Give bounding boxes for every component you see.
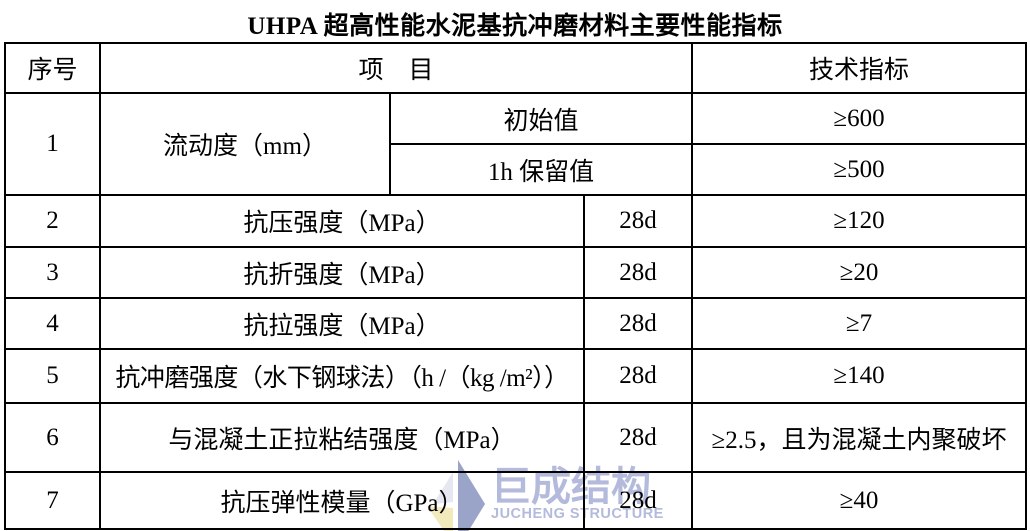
value-cell: ≥120 [691,194,1028,248]
index-cell: 5 [4,348,101,404]
value-cell: ≥140 [691,348,1028,404]
table-row-1-initial: 1 流动度（mm） 初始值 ≥600 [4,92,1028,196]
value-cell: ≥40 [691,471,1028,530]
table-row-5: 5 抗冲磨强度（水下钢球法）（h /（kg /m²）） 28d ≥140 [4,348,1028,404]
item-cell: 抗压弹性模量（GPa） [99,471,585,530]
item-cell: 抗折强度（MPa） [99,246,585,299]
header-index-cell: 序号 [4,42,101,94]
index-cell: 7 [4,471,101,530]
age-cell: 28d [582,402,694,473]
subitem-cell: 1h 保留值 [388,143,694,196]
value-cell: ≥2.5，且为混凝土内聚破坏 [691,402,1028,473]
subitem-cell: 初始值 [388,92,694,145]
index-cell: 1 [4,92,101,196]
age-cell: 28d [582,297,694,350]
value-cell: ≥7 [691,297,1028,350]
table-row-1-retained: 1h 保留值 ≥500 [5,143,1028,196]
item-cell: 抗压强度（MPa） [99,194,585,248]
table-row-3: 3 抗折强度（MPa） 28d ≥20 [4,246,1028,299]
age-cell: 28d [582,246,694,299]
index-cell: 6 [4,402,101,473]
value-cell: ≥500 [691,143,1028,196]
age-cell: 28d [582,471,694,530]
item-cell: 流动度（mm） [99,92,391,196]
table-row-2: 2 抗压强度（MPa） 28d ≥120 [4,194,1028,248]
value-cell: ≥20 [691,246,1028,299]
performance-indicator-table: 序号 项 目 技术指标 1 流动度（mm） 初始值 ≥600 1h 保留值 ≥5… [4,42,1028,530]
age-cell: 28d [582,194,694,248]
header-indicator-cell: 技术指标 [691,42,1028,94]
item-cell: 抗冲磨强度（水下钢球法）（h /（kg /m²）） [99,348,585,404]
index-cell: 4 [4,297,101,350]
table-row-4: 4 抗拉强度（MPa） 28d ≥7 [4,297,1028,350]
item-cell: 抗拉强度（MPa） [99,297,585,350]
value-cell: ≥600 [691,92,1028,145]
age-cell: 28d [582,348,694,404]
header-item-cell: 项 目 [98,42,694,94]
item-cell: 与混凝土正拉粘结强度（MPa） [99,402,585,473]
index-cell: 2 [4,194,101,248]
table-row-7: 7 抗压弹性模量（GPa） 28d ≥40 [4,471,1028,530]
header-row: 序号 项 目 技术指标 [4,42,1028,94]
index-cell: 3 [4,246,101,299]
table-title: UHPA 超高性能水泥基抗冲磨材料主要性能指标 [247,13,783,40]
table-row-6: 6 与混凝土正拉粘结强度（MPa） 28d ≥2.5，且为混凝土内聚破坏 [4,402,1028,473]
